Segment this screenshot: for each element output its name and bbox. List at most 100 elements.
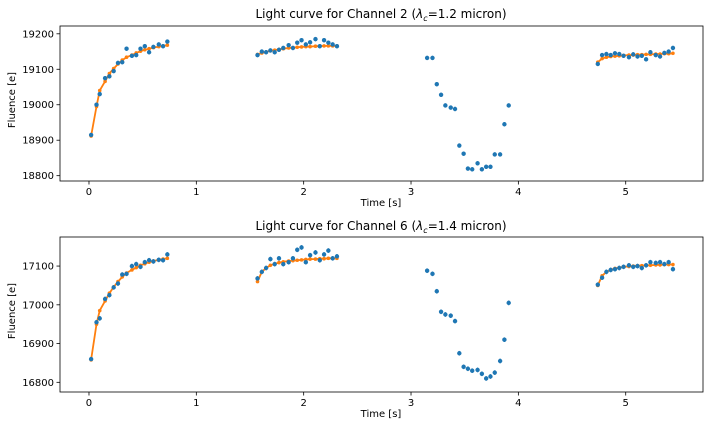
x-axis-label: Time [s] [360, 198, 402, 209]
x-tick-label: 0 [86, 398, 92, 409]
data-point [160, 44, 166, 49]
data-point [124, 46, 129, 51]
model-point [97, 88, 102, 93]
data-point [107, 74, 112, 79]
data-point [313, 250, 318, 255]
data-point [156, 257, 161, 263]
data-point [604, 51, 609, 57]
data-point [438, 309, 444, 314]
plot-frame [59, 236, 704, 393]
data-point [470, 368, 475, 373]
chart-title: Light curve for Channel 6 (λc=1.4 micron… [255, 219, 506, 235]
model-line-segment [90, 44, 168, 137]
data-point [631, 52, 636, 57]
y-axis-label: Fluence [e] [7, 283, 18, 339]
data-point [151, 44, 156, 50]
y-tick-label: 19000 [22, 100, 54, 111]
data-point [643, 263, 649, 268]
data-point [151, 259, 156, 264]
data-point [626, 55, 632, 60]
data-point [299, 37, 304, 43]
model-point [134, 265, 139, 270]
model-point [299, 45, 304, 49]
data-point [129, 263, 135, 269]
data-point [612, 266, 618, 272]
data-point [111, 285, 116, 290]
y-tick-label: 18800 [22, 171, 54, 182]
data-point [643, 57, 649, 62]
model-point [299, 258, 304, 262]
data-point [635, 263, 640, 269]
data-point [479, 167, 485, 172]
data-point [263, 265, 269, 271]
x-tick-label: 5 [623, 398, 629, 409]
data-point [475, 367, 480, 373]
model-point [326, 44, 331, 48]
data-point [662, 50, 667, 56]
data-point [502, 122, 507, 127]
model-point [103, 79, 107, 84]
model-point [268, 263, 273, 268]
data-point [317, 258, 322, 263]
data-point [434, 289, 439, 294]
data-point [286, 42, 291, 48]
data-point [94, 102, 99, 107]
data-point [635, 54, 640, 59]
data-point [506, 103, 511, 108]
data-point [653, 52, 658, 58]
data-point [670, 45, 676, 51]
data-point [281, 45, 286, 51]
data-point [465, 166, 471, 171]
data-point [621, 264, 626, 270]
data-point [165, 252, 170, 257]
data-point [626, 263, 632, 268]
data-point [666, 259, 671, 265]
data-point [470, 167, 475, 172]
data-point [475, 161, 480, 166]
chart-title: Light curve for Channel 2 (λc=1.2 micron… [255, 7, 506, 23]
y-tick-label: 19100 [22, 65, 54, 76]
data-point [457, 143, 462, 148]
data-point [434, 81, 439, 87]
data-point [653, 260, 658, 266]
data-point [138, 46, 143, 51]
data-point [102, 296, 108, 302]
y-axis-label: Fluence [e] [7, 72, 18, 128]
axis-ticks: 0 1 2 3 4 5 16800 16900 17000 17100 [22, 262, 629, 409]
data-point [88, 356, 94, 362]
data-point [326, 40, 331, 45]
data-point [102, 75, 108, 81]
data-point [657, 259, 663, 265]
data-point [134, 52, 139, 58]
data-point [281, 261, 286, 267]
data-point [313, 36, 318, 42]
data-point [599, 52, 605, 58]
data-point [483, 376, 489, 381]
x-tick-label: 1 [193, 398, 199, 409]
data-point [617, 51, 622, 57]
data-point [160, 258, 166, 263]
data-point [307, 40, 313, 45]
data-point [107, 292, 112, 298]
model-point [600, 56, 604, 61]
data-point [268, 256, 273, 262]
data-point [268, 48, 273, 53]
chart-panel-channel-2: Light curve for Channel 2 (λc=1.2 micron… [7, 7, 704, 209]
data-point [97, 316, 102, 321]
data-point [146, 50, 152, 55]
model-point [604, 55, 609, 60]
data-point [115, 281, 121, 286]
data-point [461, 151, 466, 156]
y-tick-label: 16800 [22, 378, 54, 389]
data-point [438, 92, 444, 98]
data-point [290, 256, 296, 261]
data-point [483, 164, 489, 170]
y-tick-label: 19200 [22, 29, 54, 40]
data-point [286, 259, 291, 265]
model-point [308, 257, 312, 261]
data-point [662, 261, 667, 267]
data-point [506, 300, 511, 306]
data-point [259, 49, 265, 54]
model-point [322, 256, 326, 261]
